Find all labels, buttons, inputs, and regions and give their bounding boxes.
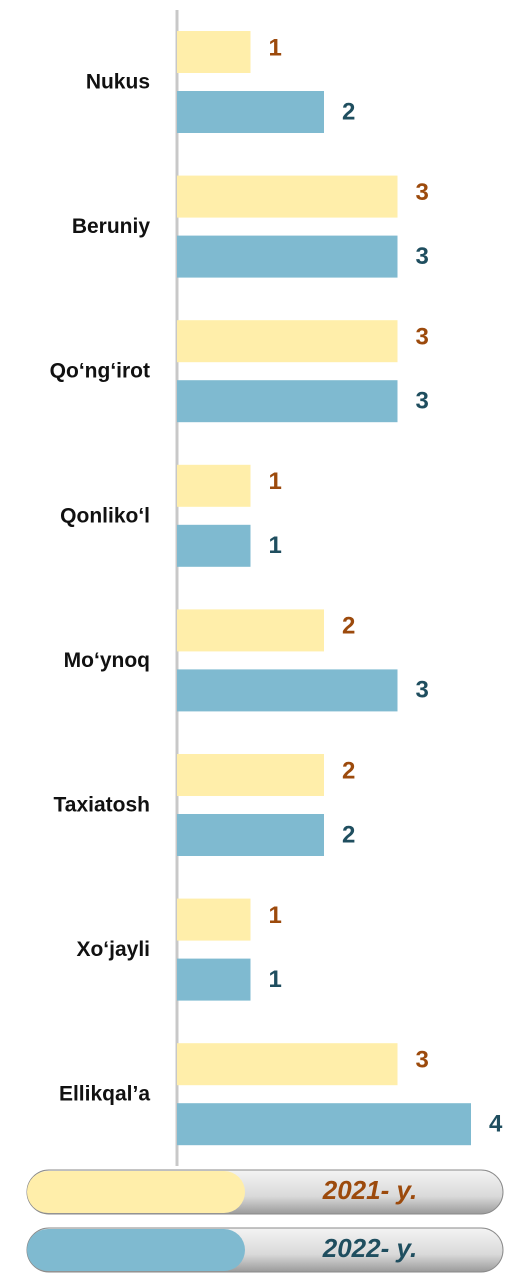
value-label: 1 (269, 902, 282, 929)
category-label: Xo‘jayli (76, 938, 150, 961)
bar (177, 524, 251, 567)
value-label: 1 (269, 532, 282, 559)
value-label: 1 (269, 468, 282, 495)
bar (177, 669, 398, 712)
value-label: 2 (342, 757, 355, 784)
value-label: 3 (416, 243, 429, 270)
legend-label: 2022- y. (322, 1233, 417, 1263)
value-label: 1 (269, 966, 282, 993)
value-label: 3 (416, 388, 429, 415)
legend-label: 2021- y. (322, 1175, 417, 1205)
bar (177, 235, 398, 278)
legend-swatch (27, 1229, 245, 1271)
value-label: 4 (489, 1111, 503, 1138)
bar (177, 1043, 398, 1086)
bar (177, 609, 324, 652)
value-label: 2 (342, 821, 355, 848)
bar (177, 175, 398, 218)
value-label: 3 (416, 677, 429, 704)
category-label: Qonliko‘l (60, 504, 150, 527)
bar (177, 958, 251, 1001)
bar (177, 31, 251, 73)
value-label: 3 (416, 179, 429, 206)
bar (177, 380, 398, 423)
bar (177, 1103, 471, 1146)
bar (177, 91, 324, 133)
bar (177, 898, 251, 941)
category-label: Ellikqal’a (59, 1083, 150, 1106)
value-label: 2 (342, 98, 355, 125)
legend-swatch (27, 1171, 245, 1213)
value-label: 3 (416, 1047, 429, 1074)
value-label: 1 (269, 34, 282, 61)
bar (177, 754, 324, 796)
category-label: Nukus (86, 71, 150, 94)
bar (177, 320, 398, 363)
category-label: Beruniy (72, 215, 151, 238)
category-label: Taxiatosh (54, 794, 150, 817)
value-label: 3 (416, 324, 429, 351)
bar (177, 464, 251, 507)
category-label: Mo‘ynoq (64, 649, 150, 672)
bar (177, 814, 324, 856)
category-label: Qo‘ng‘irot (50, 360, 150, 383)
value-label: 2 (342, 613, 355, 640)
